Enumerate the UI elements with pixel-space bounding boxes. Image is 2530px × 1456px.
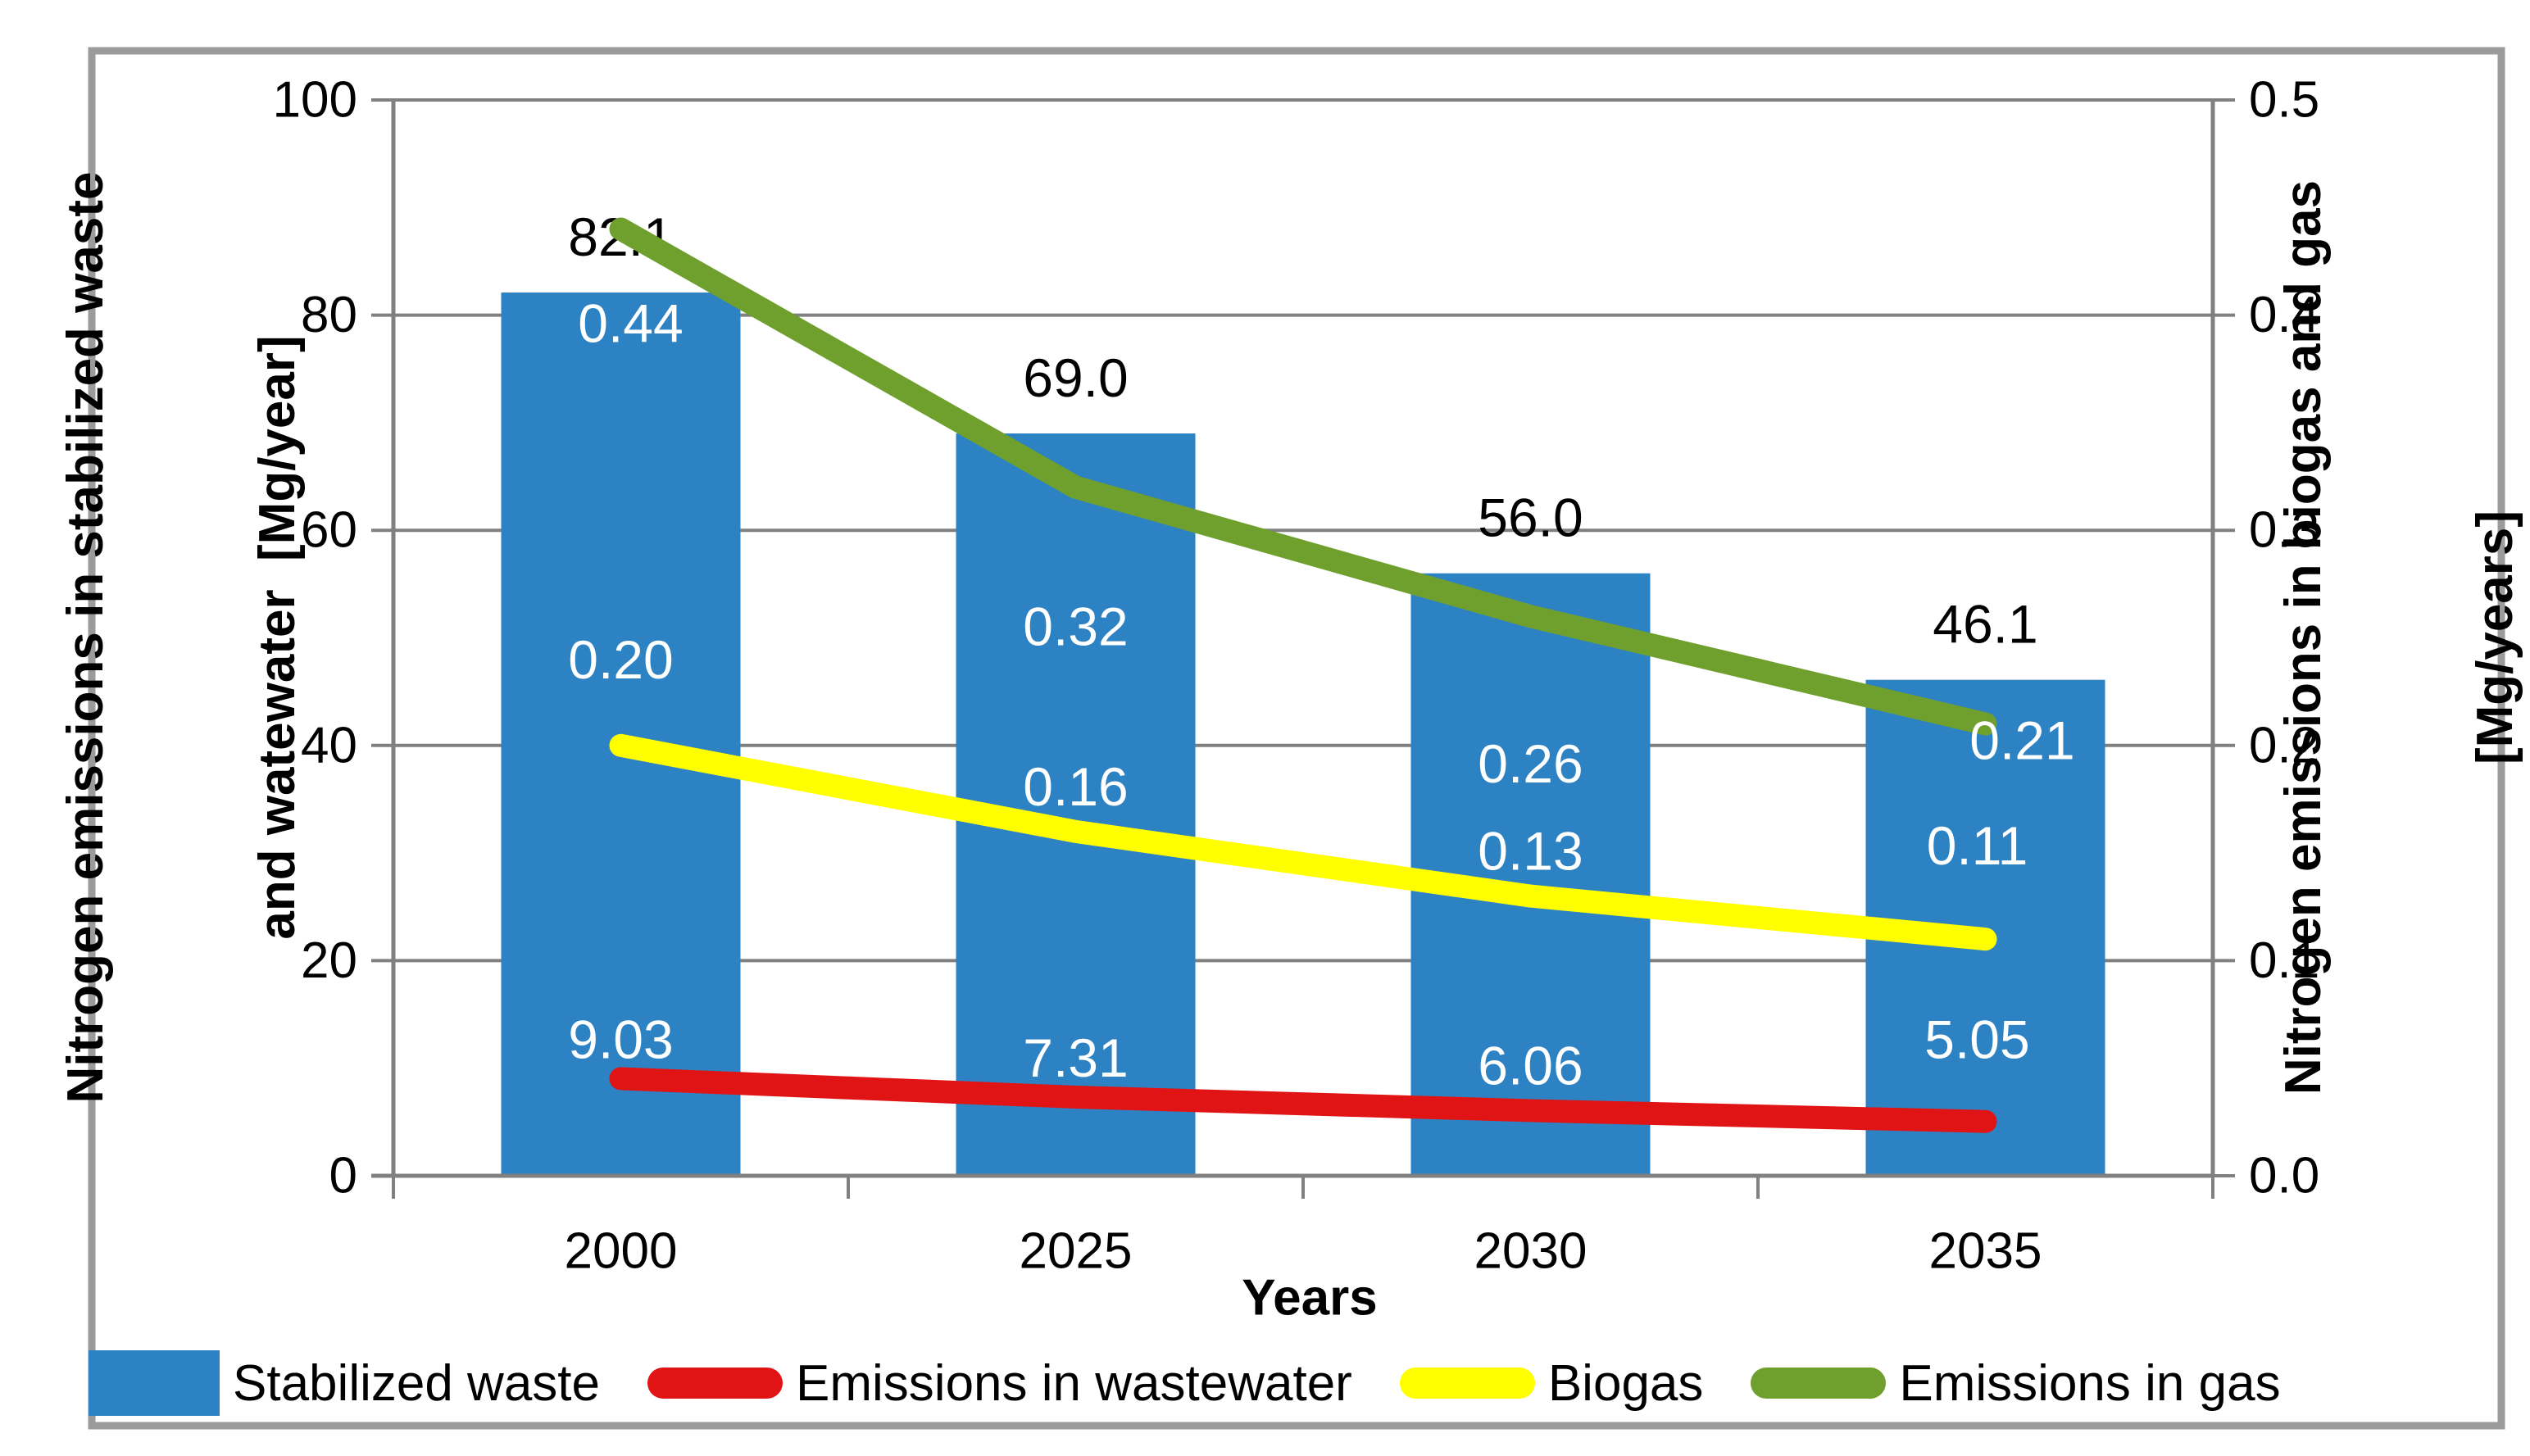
chart-frame xyxy=(88,47,2505,1430)
x-tick-label: 2035 xyxy=(1929,1223,2042,1280)
y-tick-label-right: 0.2 xyxy=(2249,717,2319,773)
point-label: 6.06 xyxy=(1478,1035,1583,1095)
bar-2025 xyxy=(956,433,1196,1176)
x-tick-label: 2000 xyxy=(565,1223,678,1280)
point-label: 0.16 xyxy=(1023,756,1128,817)
x-tick-label: 2025 xyxy=(1020,1223,1133,1280)
point-label: 0.20 xyxy=(568,629,673,690)
y-tick-label-left: 60 xyxy=(301,502,357,559)
right-axis-title: Nitrogen emissions in biogas and gas [Mg… xyxy=(2144,180,2530,1095)
legend-line-swatch xyxy=(647,1368,784,1399)
right-axis-title-line1: Nitrogen emissions in biogas and gas xyxy=(2275,179,2332,1095)
bar-value-label: 69.0 xyxy=(1023,347,1128,408)
x-tick-label: 2030 xyxy=(1474,1223,1587,1280)
x-axis-title: Years xyxy=(1242,1269,1378,1327)
y-tick-label-right: 0.5 xyxy=(2249,72,2319,129)
y-tick-label-right: 0.4 xyxy=(2249,287,2319,343)
point-label: 0.21 xyxy=(1969,710,2074,771)
y-tick-label-right: 0.0 xyxy=(2249,1148,2319,1204)
legend-label: Emissions in gas xyxy=(1899,1354,2281,1412)
y-tick-label-right: 0.3 xyxy=(2249,502,2319,559)
y-tick-label-left: 100 xyxy=(273,72,357,129)
point-label: 0.32 xyxy=(1023,596,1128,657)
legend-line-swatch xyxy=(1751,1368,1887,1399)
y-tick-label-left: 80 xyxy=(301,287,357,343)
y-tick-label-left: 0 xyxy=(329,1148,357,1204)
point-label: 0.44 xyxy=(578,293,683,354)
legend-line-swatch xyxy=(1399,1368,1535,1399)
point-label: 0.11 xyxy=(1927,815,2028,876)
legend-label: Biogas xyxy=(1547,1354,1704,1412)
point-label: 5.05 xyxy=(1924,1009,2029,1070)
legend-item-emissions-in-gas: Emissions in gas xyxy=(1751,1354,2281,1413)
legend-label: Emissions in wastewater xyxy=(796,1354,1352,1412)
bar-value-label: 46.1 xyxy=(1933,594,2037,655)
legend-item-biogas: Biogas xyxy=(1399,1354,1704,1413)
right-axis-title-line2: [Mg/years] xyxy=(2467,510,2523,765)
line-emissions-in-wastewater xyxy=(609,1067,1997,1133)
legend-bar-swatch xyxy=(89,1350,220,1416)
left-axis-title: Nitrogen emissions in stabilized waste a… xyxy=(0,172,438,1104)
legend: Stabilized waste Emissions in wastewater… xyxy=(89,1350,2281,1416)
line-biogas xyxy=(609,733,1997,951)
point-label: 0.13 xyxy=(1478,821,1583,882)
point-label: 0.26 xyxy=(1478,733,1583,794)
y-tick-label-left: 20 xyxy=(301,932,357,989)
point-label: 9.03 xyxy=(568,1009,673,1069)
line-emissions-in-gas xyxy=(609,217,1997,736)
legend-item-emissions-in-wastewater: Emissions in wastewater xyxy=(647,1354,1352,1413)
y-tick-label-left: 40 xyxy=(301,717,357,773)
legend-label: Stabilized waste xyxy=(233,1354,601,1412)
point-label: 7.31 xyxy=(1023,1027,1128,1088)
left-axis-title-line1: Nitrogen emissions in stabilized waste xyxy=(57,171,114,1104)
y-tick-label-right: 0.1 xyxy=(2249,932,2319,989)
left-axis-title-line2: and watewater [Mg/year] xyxy=(249,335,306,940)
bar-value-label: 56.0 xyxy=(1478,488,1583,548)
legend-item-stabilized-waste: Stabilized waste xyxy=(89,1350,600,1416)
